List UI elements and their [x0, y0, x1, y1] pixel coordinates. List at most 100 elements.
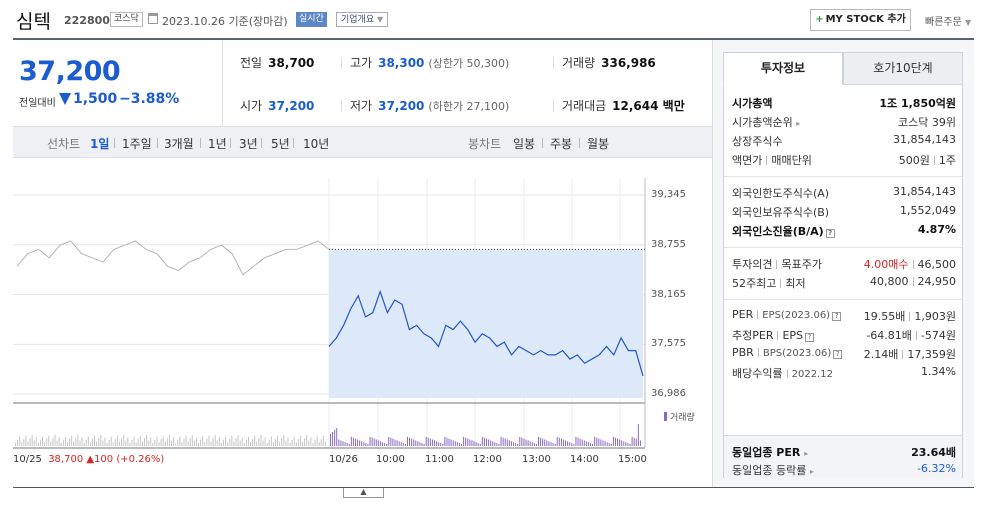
volume-bar-today [365, 443, 367, 446]
bottom-divider [13, 487, 974, 488]
volume-bar-today [436, 441, 438, 446]
row-value: 4.87% [917, 223, 956, 236]
quick-order-dropdown[interactable]: 빠른주문 ▼ [925, 13, 971, 28]
volume-bar-prev-day [71, 435, 73, 446]
panel-tabs: 투자정보 호가10단계 [723, 52, 963, 85]
add-mystock-button[interactable]: + MY STOCK 추가 [810, 9, 911, 31]
volume-bar-prev-day [268, 439, 270, 446]
volume-bar-prev-day [52, 438, 54, 446]
volume-bar-today [429, 438, 431, 446]
volume-bar-today [461, 444, 463, 446]
volume-bar-today [477, 443, 479, 446]
row-foreign-limit: 외국인한도주식수(A) 31,854,143 [732, 185, 956, 203]
volume-bar-prev-day [316, 436, 318, 446]
prev-change: ▲100 [86, 454, 114, 465]
volume-bar-today [567, 441, 569, 446]
volume-bar-prev-day [139, 435, 141, 446]
volume-bar-today [486, 438, 487, 446]
volume-bar-prev-day [306, 435, 308, 446]
volume-bar-prev-day [96, 441, 98, 446]
stock-code: 222800 [64, 14, 110, 27]
price-chart[interactable]: 39,345 38,755 38,165 37,575 36,986 거래량 1… [13, 158, 712, 487]
volume-bar-today [565, 440, 567, 446]
tab-monthly[interactable]: 월봉 [587, 137, 610, 151]
volume-bar-prev-day [137, 439, 139, 446]
volume-bar-today [544, 439, 546, 446]
row-value: 1,903원 [914, 310, 956, 323]
volume-bar-today [538, 436, 539, 446]
lower-limit: (하한가 27,100) [428, 100, 510, 113]
volume-bar-prev-day [112, 442, 114, 446]
volume-bar-today [404, 444, 406, 446]
row-industry-per[interactable]: 동일업종 PER ▸ 23.64배 [732, 444, 956, 462]
volume-bar-today [379, 441, 381, 446]
realtime-badge[interactable]: 실시간 [296, 12, 327, 27]
volume-bar-today [562, 439, 564, 446]
divider [293, 138, 294, 148]
volume-bar-prev-day [254, 435, 256, 446]
volume-bar-today [338, 439, 340, 446]
volume-bar-prev-day [223, 439, 224, 446]
tab-1y[interactable]: 1년 [208, 137, 227, 151]
prev-date: 10/25 [13, 454, 42, 465]
prev-rate: (+0.26%) [116, 454, 165, 465]
volume-bar-prev-day [293, 436, 295, 446]
volume-bar-today [515, 443, 517, 446]
help-icon[interactable]: ? [832, 312, 842, 321]
volume-bar-today [500, 436, 502, 446]
volume-bar-prev-day [281, 438, 283, 446]
volume-bar-today [363, 442, 365, 446]
volume-bar-today [348, 444, 350, 446]
volume-bar-prev-day [102, 440, 104, 446]
volume-bar-today [575, 436, 577, 446]
volume-bar-today [583, 440, 585, 446]
volume-bar-today [332, 432, 334, 446]
chart-canvas [13, 178, 646, 449]
volume-bar-prev-day [258, 438, 260, 446]
volume-bar-prev-day [85, 439, 87, 446]
volume-bar-prev-day [239, 440, 241, 446]
help-icon[interactable]: ? [805, 333, 815, 342]
tab-3y[interactable]: 3년 [239, 137, 258, 151]
row-value: 1.34% [921, 365, 956, 378]
volume-bar-prev-day [183, 439, 185, 446]
row-industry-rate[interactable]: 동일업종 등락률 ▸ -6.32% [732, 462, 956, 480]
help-icon[interactable]: ? [825, 229, 835, 238]
volume-bar-prev-day [210, 441, 212, 446]
row-mcap-rank[interactable]: 시가총액순위 ▸ 코스닥 39위 [732, 114, 956, 132]
row-label: PER [732, 308, 754, 321]
row-value: -6.32% [917, 462, 956, 475]
chart-tabs: 선차트 1일 1주일 3개월 1년 3년 5년 10년 봉차트 일봉 주봉 월봉 [13, 126, 712, 158]
tab-10y[interactable]: 10년 [303, 137, 330, 151]
price-change: 1,500 [73, 91, 118, 107]
volume-bar-today [488, 439, 490, 446]
tab-orderbook[interactable]: 호가10단계 [843, 52, 963, 85]
volume-bar-prev-day [21, 442, 23, 446]
tab-weekly[interactable]: 주봉 [550, 137, 573, 151]
tab-daily[interactable]: 일봉 [513, 137, 536, 151]
row-value: -574원 [920, 329, 956, 342]
volume-bar-today [406, 436, 408, 446]
volume-bar-today [496, 443, 498, 446]
volume-bar-today [558, 437, 560, 446]
tab-1d[interactable]: 1일 [90, 137, 110, 151]
volume-bar-today [394, 439, 396, 446]
divider [553, 57, 554, 69]
tab-investment-info[interactable]: 투자정보 [723, 52, 843, 85]
collapse-toggle-button[interactable]: ▲ [343, 488, 384, 498]
help-icon[interactable]: ? [833, 350, 843, 359]
volume-bar-prev-day [177, 439, 179, 446]
y-tick-label: 38,165 [651, 289, 686, 300]
row-label: 외국인소진율(B/A) [732, 225, 824, 238]
stat-value: 38,700 [268, 56, 315, 70]
tab-5y[interactable]: 5년 [271, 137, 290, 151]
corp-info-dropdown[interactable]: 기업개요 ▼ [336, 12, 389, 27]
tab-3m[interactable]: 3개월 [164, 137, 194, 151]
volume-bar-today [621, 440, 623, 446]
volume-bar-today [471, 440, 473, 446]
stock-header: 심텍 222800 코스닥 2023.10.26 기준(장마감) 실시간 기업개… [0, 0, 982, 38]
volume-bar-prev-day [304, 438, 306, 446]
tab-1w[interactable]: 1주일 [122, 137, 152, 151]
volume-bar-today [612, 436, 614, 446]
volume-bar-prev-day [23, 439, 25, 446]
